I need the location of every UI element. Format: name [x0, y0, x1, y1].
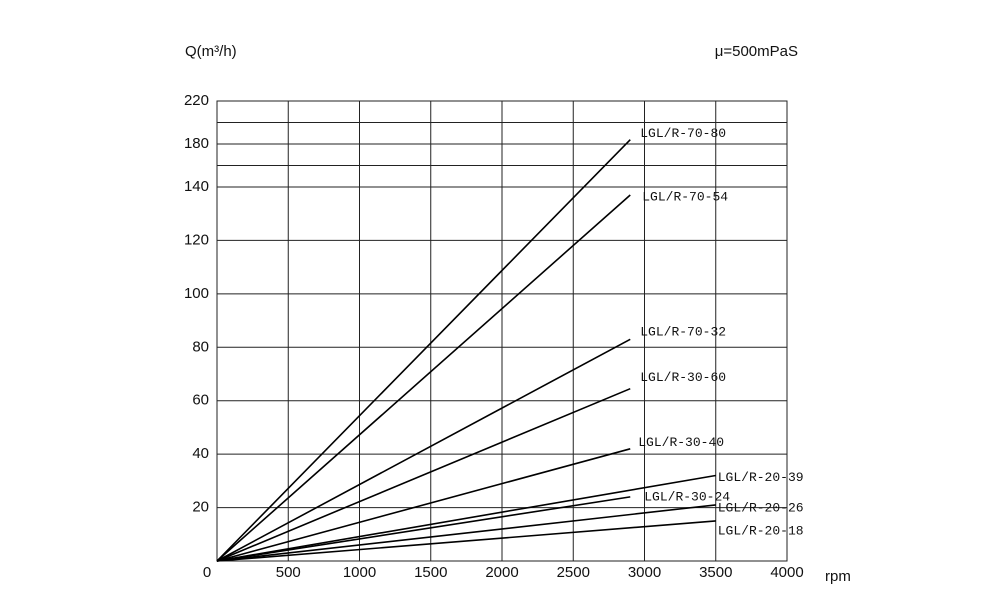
series-label: LGL/R-70-54 — [642, 189, 728, 204]
series-label: LGL/R-30-40 — [638, 435, 724, 450]
y-tick-label: 220 — [184, 92, 209, 109]
data-line — [216, 474, 716, 562]
data-line — [216, 387, 631, 562]
series-label: LGL/R-70-32 — [640, 325, 726, 340]
y-tick-label: 20 — [192, 499, 209, 516]
x-tick-label: 500 — [276, 564, 301, 581]
x-tick-label: 1500 — [414, 564, 447, 581]
series-label: LGL/R-70-80 — [640, 126, 726, 141]
annotation: μ=500mPaS — [715, 43, 798, 60]
x-axis-label: rpm — [825, 568, 851, 585]
y-tick-label: 80 — [192, 338, 209, 355]
series-label: LGL/R-20-18 — [718, 523, 804, 538]
x-tick-label: 3500 — [699, 564, 732, 581]
series-label: LGL/R-20-26 — [718, 500, 804, 515]
series-label: LGL/R-20-39 — [718, 470, 804, 485]
y-axis-label: Q(m³/h) — [185, 43, 237, 60]
y-tick-label: 180 — [184, 135, 209, 152]
x-tick-label: 1000 — [343, 564, 376, 581]
data-line — [216, 139, 631, 562]
y-tick-label: 60 — [192, 392, 209, 409]
data-line — [216, 194, 631, 562]
x-tick-label: 3000 — [628, 564, 661, 581]
y-tick-label: 140 — [184, 178, 209, 195]
y-tick-label: 100 — [184, 285, 209, 302]
x-tick-label: 4000 — [770, 564, 803, 581]
series-label: LGL/R-30-24 — [644, 489, 730, 504]
y-tick-label: 120 — [184, 231, 209, 248]
data-line — [216, 504, 716, 562]
data-line — [216, 520, 716, 562]
x-tick-label: 2000 — [485, 564, 518, 581]
data-line — [216, 448, 631, 562]
series-label: LGL/R-30-60 — [640, 370, 726, 385]
x-tick-label: 2500 — [557, 564, 590, 581]
data-line — [216, 338, 631, 562]
x-tick-label: 0 — [203, 564, 211, 581]
data-line — [216, 496, 631, 562]
y-tick-label: 40 — [192, 445, 209, 462]
